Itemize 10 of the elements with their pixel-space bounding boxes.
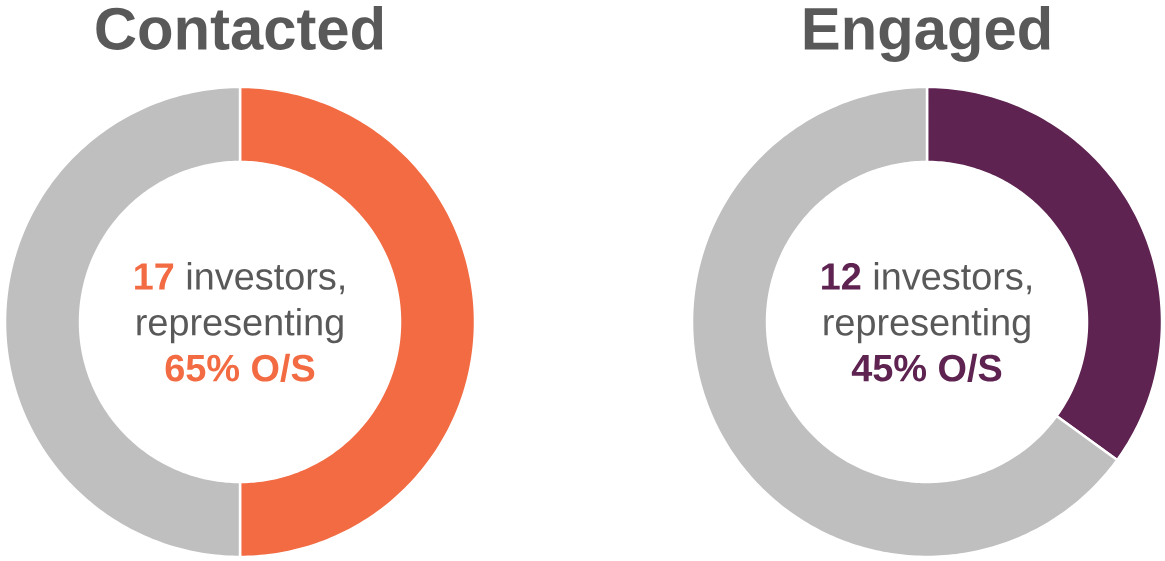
- text: 65% O/S: [165, 353, 315, 382]
- text: investors,: [187, 262, 344, 295]
- chart-title: Engaged: [804, 6, 1050, 63]
- text: representing: [824, 307, 1030, 344]
- text: 12: [822, 263, 861, 290]
- text: 45% O/S: [851, 353, 1002, 382]
- text: representing: [137, 307, 343, 344]
- text: investors,: [874, 262, 1031, 295]
- chart-title: Contacted: [96, 6, 383, 50]
- text: 17: [135, 263, 174, 290]
